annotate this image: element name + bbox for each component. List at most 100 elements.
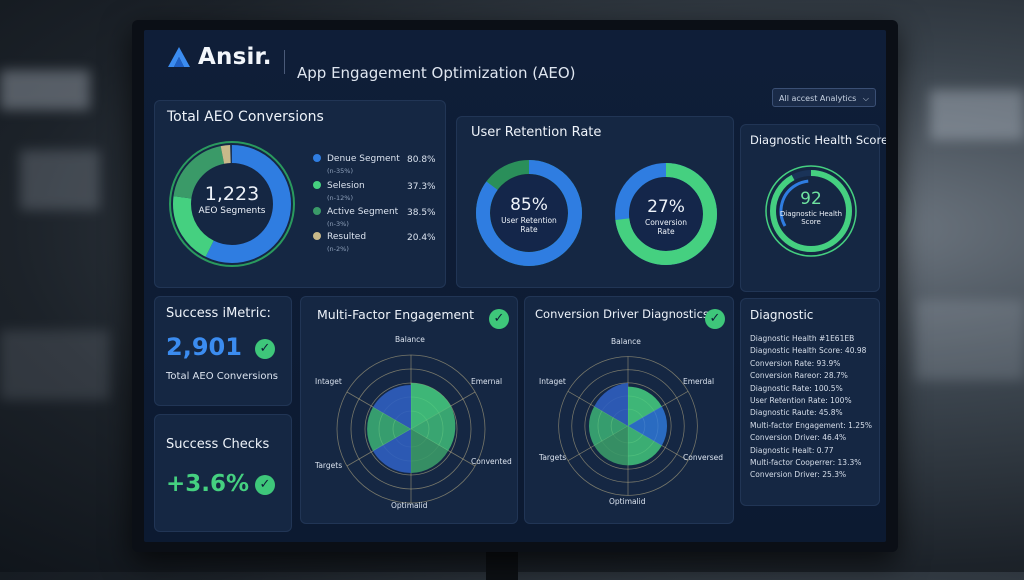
background-window [20,150,100,210]
legend-item-resulted: Resulted [313,232,366,242]
check-icon: ✓ [489,309,509,329]
legend-dot [313,207,321,215]
legend-dot [313,181,321,189]
dropdown-value: All accest Analytics [779,94,857,103]
conversions-donut [169,141,295,267]
check-icon: ✓ [705,309,725,329]
diagnostic-line: Diagnostic Health #1E61EB [750,334,855,343]
success-metric-value: 2,901 [166,333,242,361]
success-metric-panel: Success iMetric: 2,901 ✓ Total AEO Conve… [154,296,292,406]
diagnostic-line: User Retention Rate: 100% [750,396,852,406]
conversion-driver-panel: Conversion Driver Diagnostics ✓ Balance … [524,296,734,524]
diagnostic-line: Conversion Driver: 46.4% [750,433,847,443]
monitor: Ansir. App Engagement Optimization (AEO)… [132,20,898,552]
radar-axis-label: Targets [315,461,343,470]
chevron-down-icon: ⌵ [862,94,869,103]
conversion-driver-title: Conversion Driver Diagnostics [535,307,709,321]
success-checks-value: +3.6% [166,471,250,497]
diagnostic-line: Conversion Rate: 93.9% [750,358,841,368]
conversion-rate-value: 27% [647,197,685,217]
radar-axis-label: Balance [395,335,425,344]
conversion-ring-text: 27% Conversion Rate [630,197,702,236]
logo-icon [168,47,190,67]
legend-dot [313,154,321,162]
diagnostic-line: Multi-factor Cooperrer: 13.3% [750,458,862,468]
health-ring-text: 92 Diagnostic Health Score [771,189,851,226]
diagnostic-title: Diagnostic [750,308,814,322]
success-metric-label: Total AEO Conversions [166,371,279,382]
health-value: 92 [800,189,822,209]
retention-value: 85% [510,195,548,215]
diagnostic-line: Conversion Driver: 25.3% [750,470,847,480]
legend-label: Selesion [327,181,365,191]
retention-ring [476,160,582,266]
background-window [0,330,110,400]
retention-ring-text: 85% User Retention Rate [493,195,565,234]
legend-label: Resulted [327,232,367,242]
diagnostic-line: Diagnostic Rate: 100.5% [750,383,843,393]
header-divider [284,50,285,74]
retention-label-2: Rate [520,225,538,234]
health-title: Diagnostic Health Score [750,133,886,147]
success-checks-title: Success Checks [166,437,270,452]
check-icon: ✓ [255,475,275,495]
retention-label-1: User Retention [501,216,557,225]
conversion-rate-ring [615,163,717,265]
radar-axis-label: Optimalid [391,501,428,510]
legend-value: 80.8% [407,155,436,165]
legend-sub: (n-12%) [327,194,353,202]
radar-axis-label: Optimalid [609,497,646,506]
diagnostic-line: Multi-factor Engagement: 1.25% [750,420,872,430]
legend-label: Active Segment [327,207,399,217]
diagnostic-line: Diagnostic Healt: 0.77 [750,445,834,455]
conversions-center-value: 1,223 [204,183,260,205]
retention-panel: User Retention Rate 85% User Retention R… [456,116,734,288]
conversion-rate-label-2: Rate [657,227,675,236]
radar-axis-label: Convented [471,457,512,466]
health-label-1: Diagnostic Health [779,210,843,218]
conversions-title: Total AEO Conversions [167,109,324,125]
health-panel: Diagnostic Health Score 92 Diagnostic He… [740,124,886,292]
legend-value: 37.3% [407,182,436,192]
radar-axis-label: Emernal [471,377,503,386]
background-window [930,90,1024,140]
retention-title: User Retention Rate [471,125,602,140]
background-window [0,70,90,110]
conversions-center: 1,223 AEO Segments [192,183,272,216]
multi-factor-panel: Multi-Factor Engagement ✓ Balance Emerna… [300,296,518,524]
success-metric-title: Success iMetric: [166,306,271,321]
radar-axis-label: Intaget [315,377,342,386]
health-ring [765,165,857,257]
analytics-dropdown[interactable]: All accest Analytics ⌵ [772,88,876,107]
legend-item-denue: Denue Segment [313,154,400,164]
diagnostic-panel: Diagnostic Diagnostic Health #1E61EB Dia… [740,298,880,506]
background-window [915,300,1024,380]
conversion-rate-label-1: Conversion [644,218,688,227]
dashboard-screen: Ansir. App Engagement Optimization (AEO)… [144,30,886,542]
legend-sub: (n-35%) [327,167,353,175]
diagnostic-line: Conversion Rareor: 28.7% [750,371,848,381]
diagnostic-list: Diagnostic Health #1E61EB Diagnostic Hea… [750,333,872,482]
health-label-2: Score [801,218,821,226]
legend-dot [313,232,321,240]
multi-factor-radar [336,354,486,504]
legend-value: 20.4% [407,233,436,243]
legend-item-active: Active Segment [313,207,398,217]
diagnostic-line: Diagnostic Raute: 45.8% [750,408,843,418]
success-checks-panel: Success Checks +3.6% ✓ [154,414,292,532]
radar-axis-label: Intaget [539,377,566,386]
radar-axis-label: Conversed [683,453,723,462]
legend-sub: (n-2%) [327,245,349,253]
multi-factor-title: Multi-Factor Engagement [317,307,475,322]
conversions-panel: Total AEO Conversions 1,223 AEO Segments… [154,100,446,288]
conversions-center-label: AEO Segments [198,206,266,216]
radar-axis-label: Emerdal [683,377,715,386]
brand-logo[interactable]: Ansir. [166,44,272,70]
legend-value: 38.5% [407,208,436,218]
radar-axis-label: Targets [539,453,567,462]
legend-label: Denue Segment [327,154,400,164]
legend-sub: (n-3%) [327,220,349,228]
page-title: App Engagement Optimization (AEO) [297,64,576,82]
legend-item-selesion: Selesion [313,181,365,191]
check-icon: ✓ [255,339,275,359]
